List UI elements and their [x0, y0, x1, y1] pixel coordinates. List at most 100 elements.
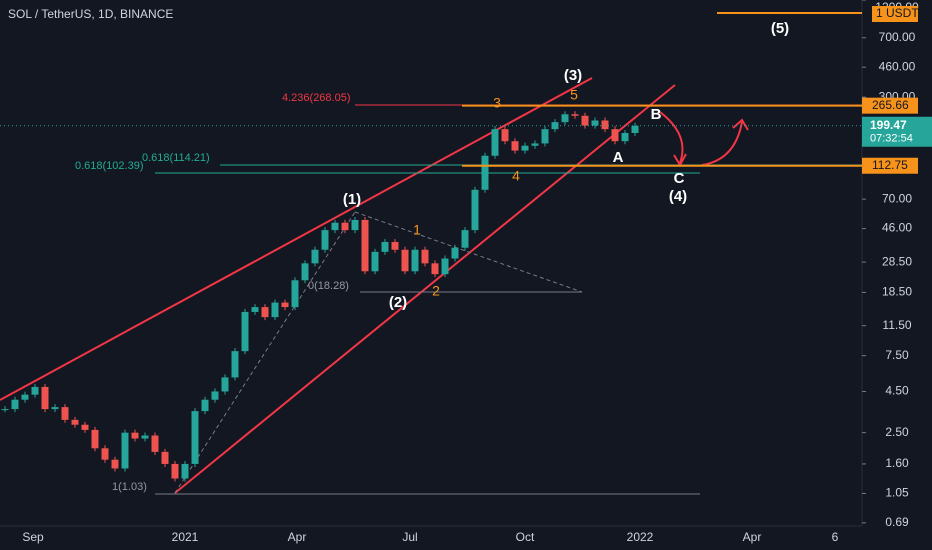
candle [491, 129, 499, 156]
arrow [701, 121, 743, 166]
candle [201, 399, 209, 412]
fib-label: 4.236(268.05) [282, 92, 351, 104]
candle [171, 463, 179, 479]
candle [321, 230, 329, 250]
sub-wave-label: 2 [432, 283, 440, 299]
wave-label: (3) [564, 67, 582, 84]
candle [141, 435, 149, 439]
candle [621, 132, 629, 142]
candle [1, 409, 9, 411]
candle [301, 263, 309, 281]
wave-label: (5) [771, 20, 789, 37]
level-box [862, 157, 918, 174]
wave-label: (4) [669, 188, 687, 205]
candle [471, 189, 479, 231]
candle [391, 241, 399, 250]
y-tick-label: 18.50 [882, 285, 912, 299]
candle [41, 386, 49, 410]
level-label: 265.66 [872, 98, 909, 112]
candle [511, 141, 519, 151]
candle [231, 351, 239, 378]
fib-label: 0.618(102.39) [75, 160, 144, 172]
candle [351, 219, 359, 231]
candle [441, 258, 449, 275]
candle [281, 302, 289, 308]
sub-wave-label: 5 [570, 87, 578, 103]
candle [111, 459, 119, 469]
candle [561, 114, 569, 123]
fib-label: 1(1.03) [112, 481, 147, 493]
candle [21, 394, 29, 400]
last-price-label: 199.47 [870, 118, 907, 132]
top-label-box [872, 6, 918, 22]
candle [481, 155, 489, 190]
y-tick-label: 460.00 [879, 59, 916, 73]
candle [241, 311, 249, 352]
candle [331, 222, 339, 231]
x-tick-label: Apr [743, 530, 762, 544]
x-tick-label: 2021 [172, 530, 199, 544]
y-tick-label: 0.69 [885, 515, 909, 529]
lower-trendline [174, 84, 676, 494]
candle [31, 386, 39, 395]
sub-wave-label: 3 [493, 95, 501, 111]
candle [421, 249, 429, 264]
wave-label: A [613, 149, 624, 166]
candle [261, 307, 269, 318]
candle [531, 143, 539, 146]
y-tick-label: 4.50 [885, 384, 909, 398]
top-label: 1 USDT [876, 6, 919, 20]
candle [601, 120, 609, 130]
candle [611, 129, 619, 142]
arrow [659, 111, 684, 164]
candle [121, 432, 129, 469]
wave-label: (2) [389, 294, 407, 311]
candle [91, 429, 99, 449]
candle [401, 249, 409, 272]
fib-dash [354, 211, 583, 293]
candle [411, 249, 419, 272]
candle [591, 120, 599, 126]
candle [451, 247, 459, 259]
candle [461, 230, 469, 248]
x-tick-label: Jul [402, 530, 417, 544]
candle [191, 411, 199, 464]
y-tick-label: 46.00 [882, 221, 912, 235]
candle [81, 424, 89, 430]
candle [551, 122, 559, 130]
level-label: 112.75 [872, 158, 908, 172]
last-price-box [862, 116, 932, 147]
candle [51, 407, 59, 410]
y-tick-label: 1.60 [885, 456, 909, 470]
candle [221, 377, 229, 392]
y-tick-label: 1.05 [885, 486, 909, 500]
candle [361, 219, 369, 272]
fib-label: 0(18.28) [308, 280, 349, 292]
candle [251, 307, 259, 312]
y-tick-label: 2.50 [885, 425, 909, 439]
countdown-label: 07:32:54 [870, 133, 913, 145]
candle [161, 451, 169, 464]
candle [151, 435, 159, 452]
candle [11, 399, 19, 410]
candle [311, 249, 319, 264]
plot: 4.236(268.05) 0.618(114.21) 0.618(102.39… [0, 12, 862, 495]
wave-label: C [674, 170, 685, 187]
candle [101, 448, 109, 460]
candle [521, 145, 529, 151]
candle [61, 407, 69, 420]
y-tick-label: 700.00 [879, 30, 916, 44]
sub-wave-label: 4 [512, 168, 520, 184]
y-tick-label: 28.50 [882, 254, 912, 268]
candle [541, 129, 549, 144]
x-tick-label: 2022 [627, 530, 654, 544]
wave-label: (1) [343, 191, 361, 208]
sub-wave-label: 1 [413, 222, 421, 238]
candle [341, 222, 349, 231]
candle [291, 280, 299, 308]
candle [271, 302, 279, 318]
x-tick-label: Oct [516, 530, 535, 544]
y-tick-label: 7.50 [885, 348, 909, 362]
